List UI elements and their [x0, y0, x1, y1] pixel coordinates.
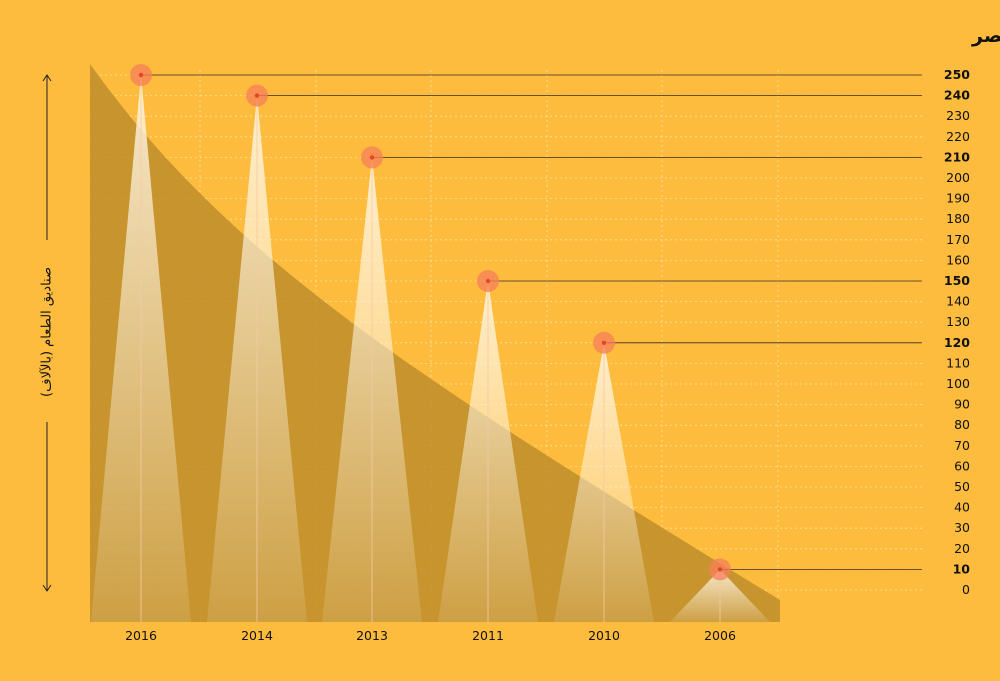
y-tick-label: 50	[954, 479, 970, 494]
leader-lines	[141, 74, 922, 570]
y-tick-label: 170	[946, 232, 970, 247]
marker-dot	[254, 93, 260, 98]
x-tick-label: 2010	[588, 628, 620, 643]
y-axis-ticks: 0 10 20 30 40 50 60 70 80 90 100 110 120 130 140 150 160…	[944, 67, 970, 597]
y-tick-label: 200	[946, 170, 970, 185]
y-tick-label: 90	[954, 397, 970, 412]
y-tick-label: 110	[946, 355, 970, 370]
spike-layer	[91, 75, 770, 623]
y-tick-label: 180	[946, 211, 970, 226]
chart-title: عدد الصناديق الغذائية التي تم توزيعها شه…	[971, 22, 1000, 47]
y-tick-label: 70	[954, 438, 970, 453]
markers	[130, 64, 731, 581]
marker-dot	[717, 567, 723, 572]
marker-dot	[485, 278, 491, 284]
x-tick-label: 2006	[704, 628, 736, 643]
y-tick-label: 160	[946, 252, 970, 267]
marker-dot	[138, 72, 144, 78]
y-tick-label: 40	[954, 500, 970, 515]
x-tick-label: 2014	[241, 628, 273, 643]
y-axis-label: صناديق الطعام (بالآلاف)	[39, 267, 55, 397]
y-axis-arrow-head-top	[42, 74, 52, 82]
x-tick-label: 2016	[125, 628, 157, 643]
x-tick-label: 2011	[472, 628, 504, 643]
y-tick-label: 10	[953, 561, 971, 576]
x-tick-label: 2013	[356, 628, 388, 643]
marker-dot	[601, 340, 607, 345]
y-tick-label: 80	[954, 417, 970, 432]
y-tick-label: 30	[954, 520, 970, 535]
y-tick-label: 190	[946, 191, 970, 206]
y-tick-label: 20	[954, 541, 970, 556]
y-axis-arrow-head-bottom	[42, 584, 52, 592]
y-tick-label: 60	[954, 458, 970, 473]
y-tick-label: 120	[944, 335, 970, 350]
y-tick-label: 130	[946, 314, 970, 329]
y-tick-label: 230	[946, 108, 970, 123]
y-tick-label: 250	[944, 67, 970, 82]
y-tick-label: 150	[944, 273, 970, 288]
y-tick-label: 210	[944, 149, 970, 164]
marker-dot	[369, 155, 375, 160]
y-axis-label-group: صناديق الطعام (بالآلاف)	[39, 74, 55, 592]
y-tick-label: 140	[946, 294, 970, 309]
x-axis-ticks: 2016 2014 2013 2011 2010 2006	[125, 628, 736, 643]
y-tick-label: 0	[962, 582, 970, 597]
y-tick-label: 240	[944, 88, 970, 103]
y-tick-label: 220	[946, 129, 970, 144]
y-tick-label: 100	[946, 376, 970, 391]
